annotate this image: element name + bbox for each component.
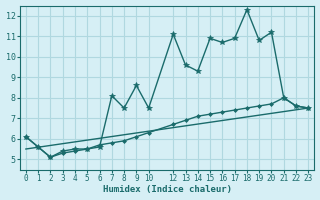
- X-axis label: Humidex (Indice chaleur): Humidex (Indice chaleur): [103, 185, 232, 194]
